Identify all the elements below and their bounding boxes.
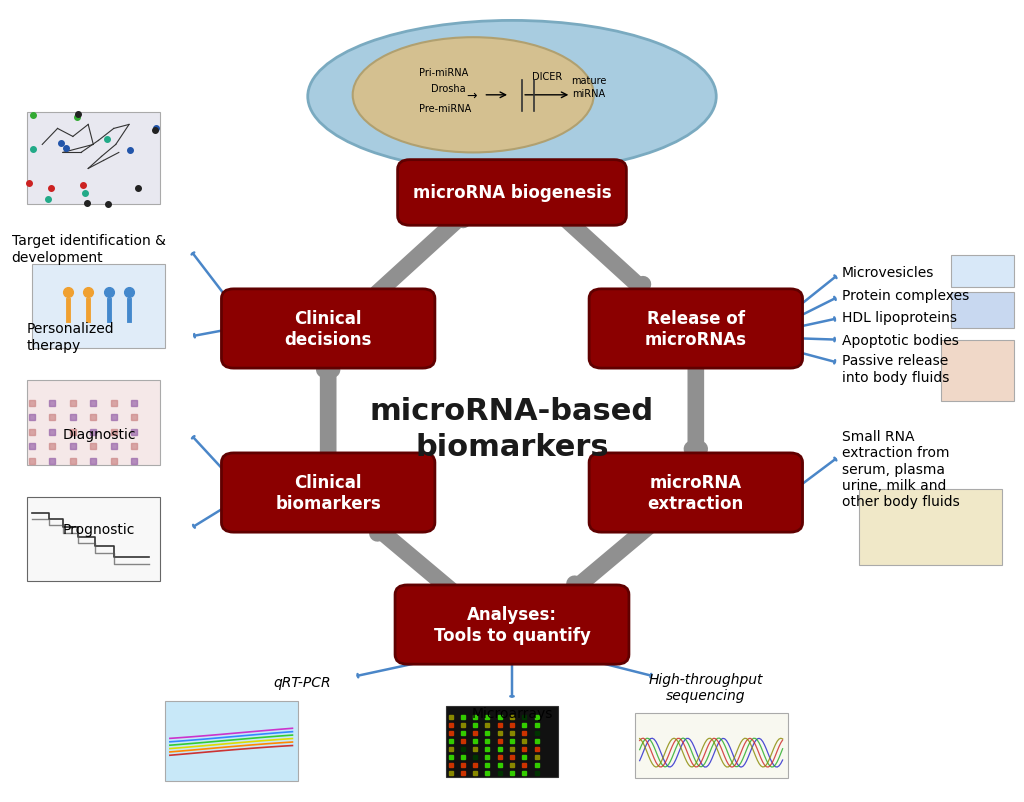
- FancyBboxPatch shape: [27, 497, 160, 581]
- Text: microRNA-based
biomarkers: microRNA-based biomarkers: [370, 396, 654, 461]
- Text: mature: mature: [571, 76, 606, 87]
- Text: →: →: [466, 89, 476, 102]
- Text: Microvesicles: Microvesicles: [842, 266, 934, 280]
- FancyBboxPatch shape: [395, 585, 629, 664]
- Text: Target identification &
development: Target identification & development: [11, 234, 166, 264]
- Text: Analyses:
Tools to quantify: Analyses: Tools to quantify: [433, 605, 591, 645]
- Text: Pri-miRNA: Pri-miRNA: [419, 68, 468, 79]
- Text: DICER: DICER: [531, 72, 562, 83]
- FancyBboxPatch shape: [589, 290, 803, 369]
- FancyBboxPatch shape: [397, 160, 627, 226]
- FancyBboxPatch shape: [951, 256, 1015, 287]
- Text: Passive release
into body fluids: Passive release into body fluids: [842, 354, 949, 384]
- FancyBboxPatch shape: [859, 489, 1002, 565]
- FancyBboxPatch shape: [221, 290, 435, 369]
- FancyBboxPatch shape: [589, 453, 803, 533]
- Text: Apoptotic bodies: Apoptotic bodies: [842, 334, 958, 347]
- Text: Protein complexes: Protein complexes: [842, 289, 969, 302]
- FancyBboxPatch shape: [635, 713, 787, 778]
- Text: Prognostic: Prognostic: [62, 522, 135, 536]
- Text: Personalized
therapy: Personalized therapy: [27, 322, 115, 352]
- Text: Clinical
biomarkers: Clinical biomarkers: [275, 473, 381, 512]
- Text: qRT-PCR: qRT-PCR: [273, 675, 332, 689]
- FancyBboxPatch shape: [941, 341, 1015, 401]
- Text: High-throughput
sequencing: High-throughput sequencing: [649, 672, 763, 703]
- Text: microRNA
extraction: microRNA extraction: [648, 473, 744, 512]
- Text: Pre-miRNA: Pre-miRNA: [420, 104, 472, 114]
- Text: Microarrays: Microarrays: [471, 706, 553, 719]
- FancyBboxPatch shape: [221, 453, 435, 533]
- Text: Diagnostic: Diagnostic: [62, 427, 136, 442]
- FancyBboxPatch shape: [27, 381, 160, 465]
- Text: miRNA: miRNA: [572, 89, 605, 99]
- Text: HDL lipoproteins: HDL lipoproteins: [842, 311, 956, 325]
- Text: Drosha: Drosha: [431, 84, 466, 95]
- FancyBboxPatch shape: [951, 293, 1015, 329]
- FancyBboxPatch shape: [27, 113, 160, 205]
- Text: Small RNA
extraction from
serum, plasma
urine, milk and
other body fluids: Small RNA extraction from serum, plasma …: [842, 430, 959, 508]
- Text: Release of
microRNAs: Release of microRNAs: [645, 310, 746, 349]
- Text: Clinical
decisions: Clinical decisions: [285, 310, 372, 349]
- FancyBboxPatch shape: [32, 265, 165, 349]
- FancyBboxPatch shape: [445, 707, 558, 776]
- FancyBboxPatch shape: [165, 701, 298, 780]
- Ellipse shape: [352, 38, 594, 153]
- Ellipse shape: [308, 22, 716, 173]
- Text: microRNA biogenesis: microRNA biogenesis: [413, 184, 611, 202]
